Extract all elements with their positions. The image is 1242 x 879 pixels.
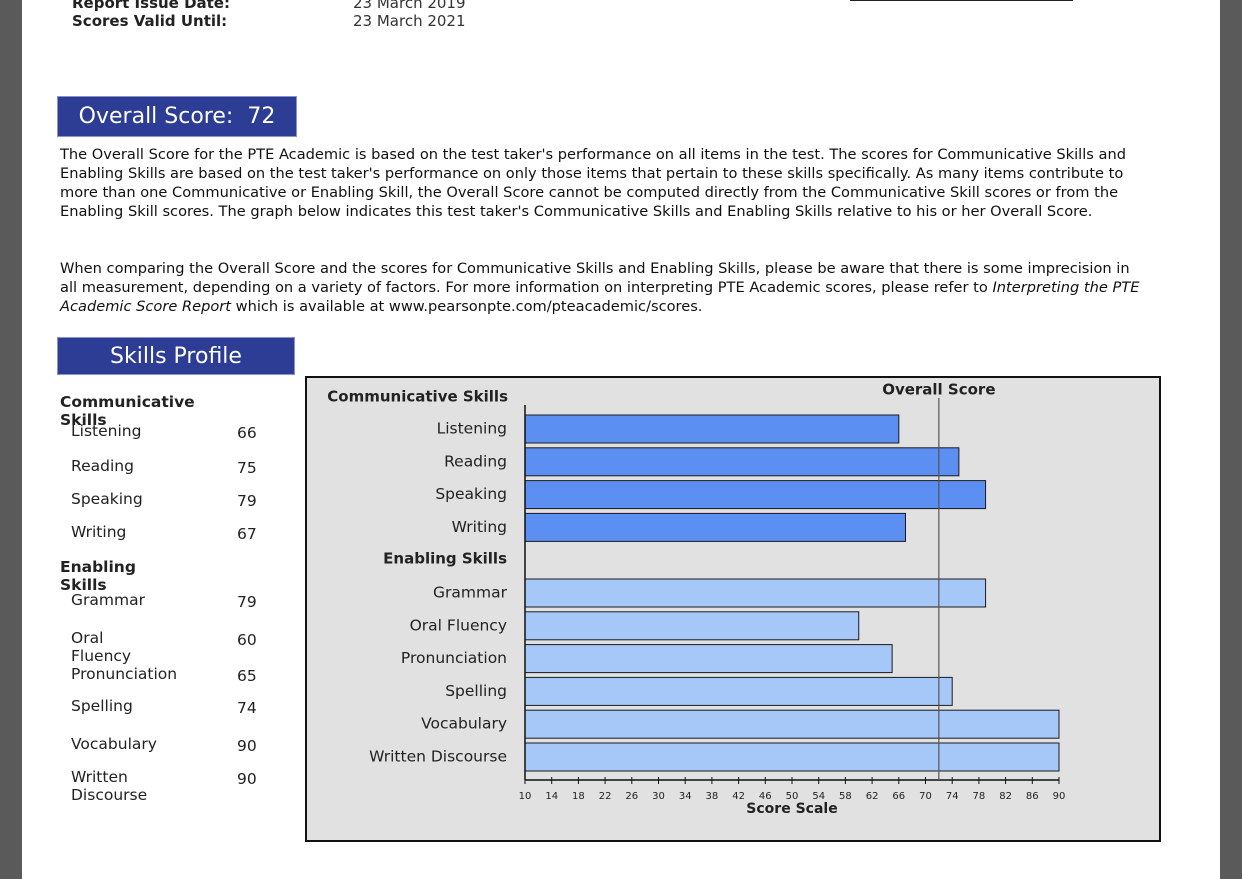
x-tick-label: 42 bbox=[732, 791, 745, 802]
bar bbox=[524, 578, 987, 608]
paragraph-text: which is available at www.pearsonpte.com… bbox=[231, 298, 703, 315]
x-tick-label: 14 bbox=[545, 791, 558, 802]
category-label: Reading bbox=[444, 452, 507, 470]
x-tick-label: 74 bbox=[946, 791, 959, 802]
bar bbox=[524, 480, 987, 510]
x-tick-label: 86 bbox=[1026, 791, 1039, 802]
x-tick-label: 78 bbox=[973, 791, 986, 802]
group-label: Communicative Skills bbox=[327, 388, 508, 406]
skill-name: Reading bbox=[71, 457, 134, 475]
header-rule bbox=[850, 0, 1073, 1]
header-value: 23 March 2021 bbox=[353, 12, 466, 30]
category-label: Written Discourse bbox=[369, 748, 507, 766]
skill-score: 74 bbox=[237, 699, 257, 717]
paragraph-italic: Interpreting the PTE Academic Score Repo… bbox=[60, 279, 1140, 315]
skill-name: Grammar bbox=[71, 591, 145, 609]
category-label: Vocabulary bbox=[421, 715, 507, 733]
paragraph-text: When comparing the Overall Score and the… bbox=[60, 260, 1130, 296]
skill-score: 79 bbox=[237, 492, 257, 510]
skill-group: Enabling Skills bbox=[60, 558, 136, 594]
skill-score: 75 bbox=[237, 459, 257, 477]
skill-name: Oral Fluency bbox=[71, 629, 132, 665]
x-tick-label: 66 bbox=[892, 791, 905, 802]
category-label: Listening bbox=[437, 420, 507, 438]
skill-score: 79 bbox=[237, 593, 257, 611]
skill-score: 90 bbox=[237, 770, 257, 788]
category-label: Oral Fluency bbox=[410, 616, 507, 634]
skill-group: Communicative Skills bbox=[60, 393, 195, 429]
skill-name: Listening bbox=[71, 422, 142, 440]
skill-name: Pronunciation bbox=[71, 665, 178, 683]
bar bbox=[524, 644, 893, 674]
skill-name: Writing bbox=[71, 523, 127, 541]
x-tick-label: 30 bbox=[652, 791, 665, 802]
x-tick-label: 54 bbox=[812, 791, 825, 802]
header-value: 23 March 2019 bbox=[353, 0, 466, 12]
category-label: Grammar bbox=[433, 584, 508, 602]
paragraph: The Overall Score for the PTE Academic i… bbox=[60, 145, 1150, 221]
category-label: Pronunciation bbox=[401, 649, 507, 667]
bar bbox=[524, 414, 900, 444]
category-label: Writing bbox=[452, 518, 507, 536]
bar bbox=[524, 742, 1060, 772]
x-tick-label: 82 bbox=[999, 791, 1012, 802]
x-tick-label: 26 bbox=[625, 791, 638, 802]
overall-label: Overall Score: bbox=[78, 104, 234, 129]
skill-name: Speaking bbox=[71, 490, 143, 508]
skills-profile-title: Skills Profile bbox=[110, 343, 242, 369]
x-tick-label: 38 bbox=[706, 791, 719, 802]
x-tick-label: 18 bbox=[572, 791, 585, 802]
overall-score-box: Overall Score: 72 bbox=[58, 97, 296, 136]
skill-score: 65 bbox=[237, 667, 257, 685]
paragraph-text: The Overall Score for the PTE Academic i… bbox=[60, 146, 1126, 220]
bar bbox=[524, 611, 860, 641]
header-key: Report Issue Date: bbox=[72, 0, 230, 12]
skill-score: 60 bbox=[237, 631, 257, 649]
x-axis-label: Score Scale bbox=[746, 801, 837, 817]
x-tick-label: 22 bbox=[599, 791, 612, 802]
bar bbox=[524, 676, 953, 706]
skills-profile-box: Skills Profile bbox=[58, 338, 294, 374]
x-tick-label: 10 bbox=[519, 791, 532, 802]
skill-score: 90 bbox=[237, 737, 257, 755]
x-tick-label: 70 bbox=[919, 791, 932, 802]
overall-score: 72 bbox=[247, 104, 276, 129]
paragraph: When comparing the Overall Score and the… bbox=[60, 259, 1150, 316]
x-tick-label: 34 bbox=[679, 791, 692, 802]
x-tick-label: 58 bbox=[839, 791, 852, 802]
bar bbox=[524, 447, 960, 477]
skill-name: Vocabulary bbox=[71, 735, 157, 753]
header-key: Scores Valid Until: bbox=[72, 12, 228, 30]
category-label: Spelling bbox=[445, 682, 507, 700]
skill-name: Written Discourse bbox=[71, 768, 148, 804]
bar bbox=[524, 709, 1060, 739]
x-tick-label: 46 bbox=[759, 791, 772, 802]
group-label: Enabling Skills bbox=[383, 550, 507, 568]
x-tick-label: 90 bbox=[1053, 791, 1066, 802]
x-tick-label: 50 bbox=[786, 791, 799, 802]
x-tick-label: 62 bbox=[866, 791, 879, 802]
skill-score: 66 bbox=[237, 424, 257, 442]
skill-score: 67 bbox=[237, 525, 257, 543]
category-label: Speaking bbox=[435, 485, 507, 503]
skill-name: Spelling bbox=[71, 697, 133, 715]
reference-label: Overall Score bbox=[882, 381, 995, 399]
bar bbox=[524, 512, 906, 542]
